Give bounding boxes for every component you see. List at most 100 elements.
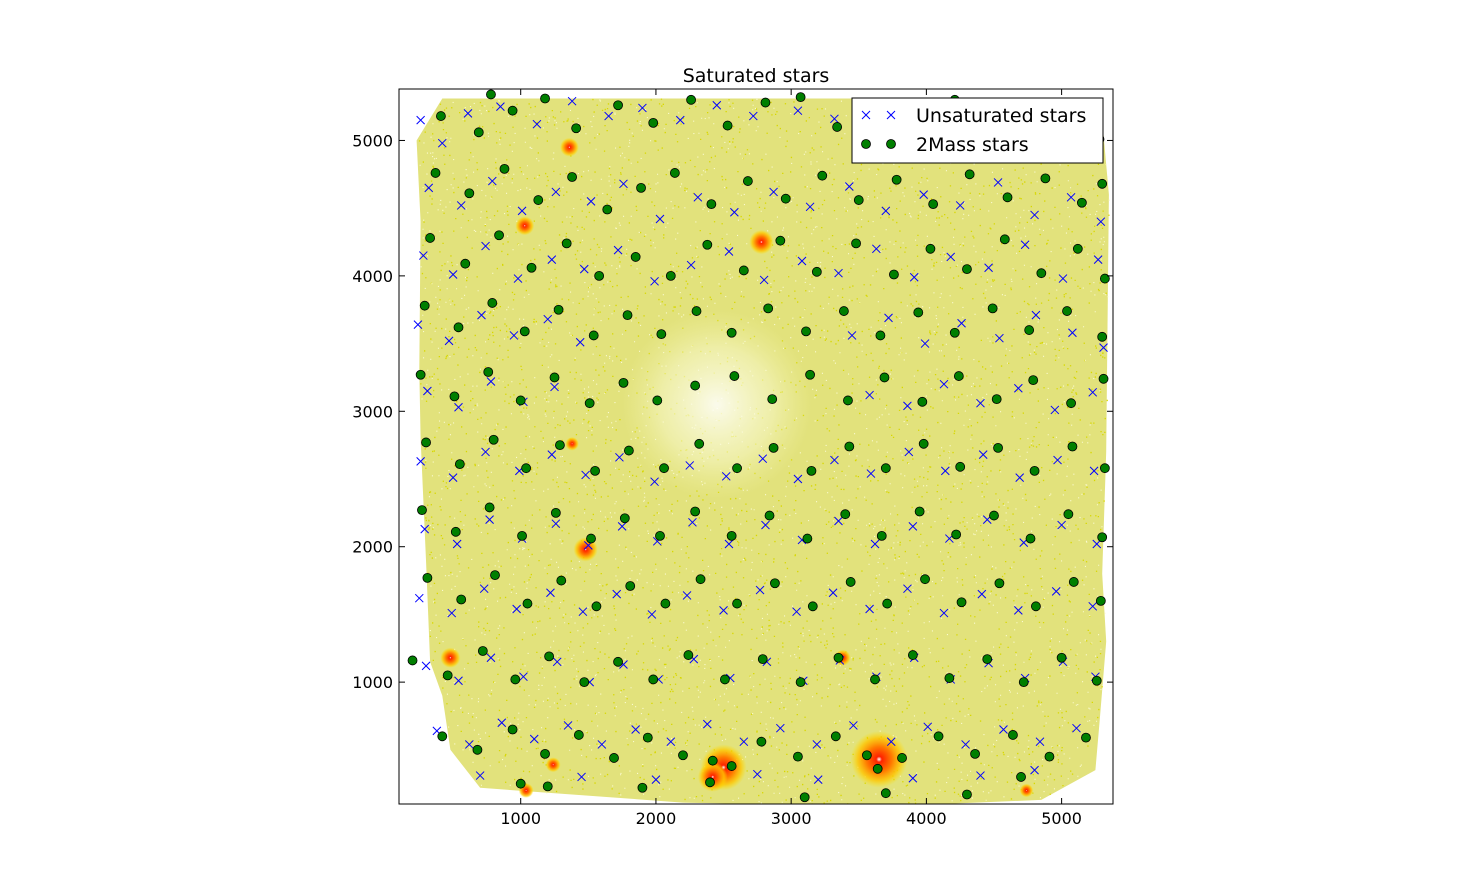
hotspot-0 xyxy=(850,730,908,788)
twomass-star-125 xyxy=(586,533,596,544)
unsaturated-star-61 xyxy=(444,336,454,346)
twomass-star-75 xyxy=(949,327,960,338)
unsaturated-star-83 xyxy=(1013,383,1023,393)
twomass-star-146 xyxy=(625,581,636,591)
twomass-star-191 xyxy=(793,751,803,762)
twomass-star-96 xyxy=(991,394,1002,405)
twomass-star-129 xyxy=(726,530,737,541)
twomass-star-4 xyxy=(540,93,550,104)
unsaturated-star-74 xyxy=(423,386,432,396)
twomass-star-44 xyxy=(561,238,572,249)
unsaturated-star-4 xyxy=(532,119,542,129)
unsaturated-star-131 xyxy=(578,607,588,617)
unsaturated-star-12 xyxy=(830,114,839,124)
unsaturated-star-29 xyxy=(730,207,739,217)
twomass-star-184 xyxy=(573,730,584,740)
twomass-star-100 xyxy=(421,437,431,448)
twomass-star-200 xyxy=(1081,732,1091,743)
twomass-star-78 xyxy=(1062,306,1072,316)
unsaturated-star-23 xyxy=(517,206,527,216)
unsaturated-star-27 xyxy=(655,214,665,224)
unsaturated-star-31 xyxy=(805,202,815,212)
twomass-star-28 xyxy=(706,199,717,210)
twomass-star-1 xyxy=(436,111,446,121)
unsaturated-star-85 xyxy=(1088,387,1098,397)
twomass-star-142 xyxy=(490,570,500,581)
unsaturated-star-171 xyxy=(597,740,607,749)
unsaturated-star-185 xyxy=(475,771,485,780)
unsaturated-star-20 xyxy=(424,183,434,193)
unsaturated-star-76 xyxy=(486,377,496,386)
unsaturated-star-75 xyxy=(454,402,463,412)
unsaturated-star-184 xyxy=(1072,723,1081,733)
twomass-star-97 xyxy=(1028,375,1039,386)
unsaturated-star-64 xyxy=(543,314,553,324)
unsaturated-star-135 xyxy=(719,606,728,615)
twomass-star-101 xyxy=(454,459,465,470)
hotspot-10 xyxy=(545,757,561,773)
twomass-star-133 xyxy=(876,530,887,541)
twomass-star-162 xyxy=(477,646,488,656)
twomass-star-117 xyxy=(1029,465,1040,476)
unsaturated-star-176 xyxy=(775,723,785,733)
unsaturated-star-190 xyxy=(908,773,918,783)
unsaturated-star-146 xyxy=(421,661,431,671)
unsaturated-star-37 xyxy=(1030,210,1039,220)
unsaturated-star-112 xyxy=(617,522,627,531)
twomass-star-8 xyxy=(686,94,696,105)
twomass-star-42 xyxy=(494,230,504,241)
y-tick-label: 1000 xyxy=(352,673,393,692)
unsaturated-star-118 xyxy=(834,516,843,526)
twomass-star-3 xyxy=(507,105,518,116)
twomass-star-23 xyxy=(533,195,544,205)
unsaturated-star-66 xyxy=(847,331,857,340)
unsaturated-star-46 xyxy=(613,245,623,255)
twomass-star-182 xyxy=(507,724,518,735)
unsaturated-star-96 xyxy=(758,454,768,464)
unsaturated-star-68 xyxy=(920,339,930,348)
unsaturated-star-60 xyxy=(413,320,423,329)
unsaturated-star-188 xyxy=(752,769,762,779)
twomass-star-84 xyxy=(549,372,560,383)
unsaturated-star-65 xyxy=(575,337,585,347)
unsaturated-star-125 xyxy=(1092,539,1102,549)
twomass-star-12 xyxy=(832,122,843,132)
unsaturated-star-6 xyxy=(604,111,613,121)
twomass-star-55 xyxy=(962,264,972,275)
twomass-star-174 xyxy=(907,650,918,660)
twomass-star-196 xyxy=(933,731,944,742)
unsaturated-star-124 xyxy=(1057,520,1066,530)
twomass-star-164 xyxy=(544,651,555,662)
twomass-star-149 xyxy=(732,598,742,609)
twomass-star-50 xyxy=(775,235,786,246)
twomass-star-107 xyxy=(659,463,669,474)
unsaturated-star-179 xyxy=(886,737,896,747)
unsaturated-star-137 xyxy=(792,607,801,617)
unsaturated-star-92 xyxy=(615,452,624,462)
unsaturated-star-51 xyxy=(797,256,807,266)
unsaturated-star-134 xyxy=(682,591,692,600)
hotspot-3 xyxy=(749,229,774,255)
unsaturated-star-54 xyxy=(909,272,919,282)
twomass-star-203 xyxy=(637,782,648,793)
twomass-star-7 xyxy=(648,117,659,128)
twomass-star-29 xyxy=(742,176,753,186)
twomass-star-103 xyxy=(521,463,532,474)
twomass-star-206 xyxy=(880,788,891,799)
unsaturated-star-178 xyxy=(849,721,858,730)
unsaturated-star-128 xyxy=(479,584,489,594)
twomass-star-190 xyxy=(756,736,767,747)
twomass-star-26 xyxy=(636,182,646,193)
twomass-star-92 xyxy=(843,395,853,406)
twomass-star-201 xyxy=(515,778,526,789)
twomass-star-154 xyxy=(920,574,930,585)
twomass-star-6 xyxy=(613,100,623,111)
twomass-star-99 xyxy=(1098,373,1109,384)
twomass-star-70 xyxy=(763,303,774,314)
twomass-star-205 xyxy=(799,792,810,803)
unsaturated-star-25 xyxy=(586,197,596,206)
twomass-star-194 xyxy=(872,763,883,774)
unsaturated-star-40 xyxy=(418,251,428,260)
twomass-star-85 xyxy=(584,398,595,409)
twomass-star-187 xyxy=(678,750,688,761)
